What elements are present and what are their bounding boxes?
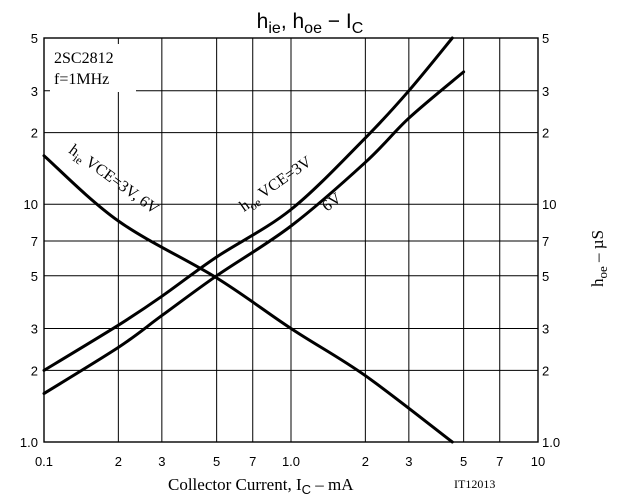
info-box xyxy=(50,44,136,92)
x-tick-label: 5 xyxy=(460,454,467,469)
hoe-3v-curve xyxy=(42,36,454,372)
y-tick-label-right: 5 xyxy=(542,269,549,284)
y-tick-label-left: 5 xyxy=(31,31,38,46)
y-tick-label-right: 3 xyxy=(542,84,549,99)
y-tick-label-right: 7 xyxy=(542,234,549,249)
hoe-6v-curve xyxy=(42,70,466,395)
y-tick-label-left: 3 xyxy=(31,322,38,337)
x-tick-label: 3 xyxy=(158,454,165,469)
tick-labels: 0.1 2 3 5 7 1.0 2 3 5 7 10 1.0 1.0 2 2 3 3 5 5 7 7 10 10 2 2 3 3 5 5 xyxy=(20,31,560,469)
x-tick-label: 2 xyxy=(362,454,369,469)
plot-frame xyxy=(43,37,539,443)
y-tick-label-left: 7 xyxy=(31,234,38,249)
device-label: 2SC2812 xyxy=(54,50,114,67)
y-tick-label-right: 3 xyxy=(542,322,549,337)
y-tick-label-left: 1.0 xyxy=(20,435,38,450)
y-tick-label-left: 2 xyxy=(31,363,38,378)
y-axis-label-right: hoe – µS xyxy=(588,230,610,287)
hoe-3v-annotation: hoe VCE=3V xyxy=(237,153,317,218)
y-tick-label-left: 3 xyxy=(31,84,38,99)
hie-annotation: hie VCE=3V, 6V xyxy=(64,141,162,220)
y-tick-label-right: 5 xyxy=(542,31,549,46)
y-tick-label-right: 2 xyxy=(542,363,549,378)
x-tick-label: 5 xyxy=(213,454,220,469)
y-tick-label-left: 2 xyxy=(31,126,38,141)
y-tick-label-right: 1.0 xyxy=(542,435,560,450)
grid xyxy=(43,37,539,443)
condition-label: f=1MHz xyxy=(54,71,109,88)
x-tick-label: 2 xyxy=(115,454,122,469)
y-tick-label-right: 2 xyxy=(542,126,549,141)
hoe-6v-annotation: 6V xyxy=(319,189,345,215)
x-tick-label: 10 xyxy=(531,454,545,469)
x-tick-label: 0.1 xyxy=(35,454,53,469)
figure-id: IT12013 xyxy=(454,477,495,491)
hie-curve xyxy=(42,154,454,444)
y-tick-label-left: 5 xyxy=(31,269,38,284)
data-series xyxy=(42,36,466,444)
x-axis-label: Collector Current, IC – mA xyxy=(168,475,354,497)
x-tick-label: 1.0 xyxy=(282,454,300,469)
x-tick-label: 3 xyxy=(405,454,412,469)
y-tick-label-left: 10 xyxy=(24,197,38,212)
y-tick-label-right: 10 xyxy=(542,197,556,212)
x-tick-label: 7 xyxy=(496,454,503,469)
chart-title: hie, hoe − IC xyxy=(257,10,364,37)
x-tick-label: 7 xyxy=(249,454,256,469)
